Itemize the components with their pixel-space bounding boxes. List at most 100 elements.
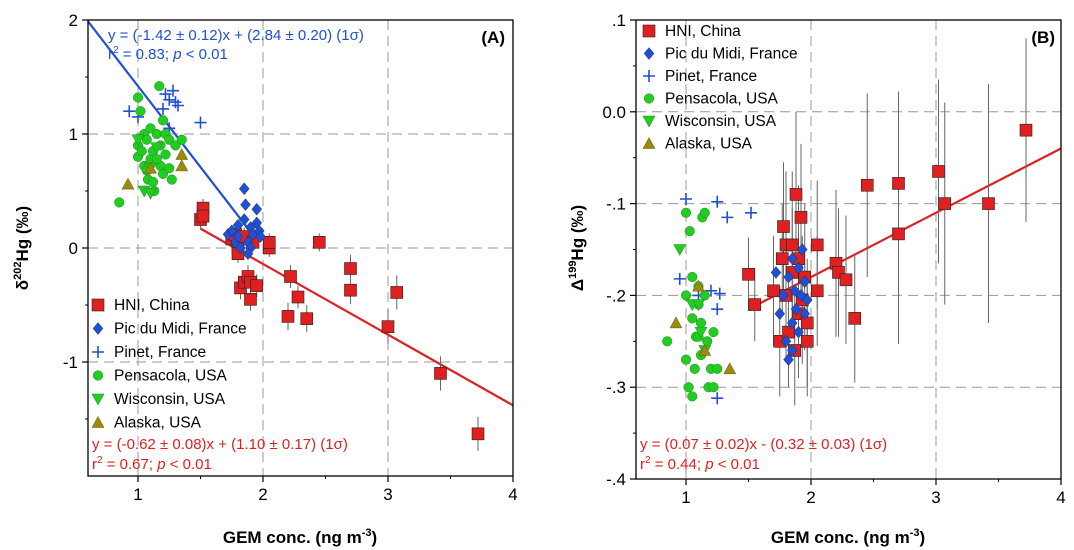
pinet-point: [721, 211, 734, 224]
panel-b-y-axis-label: Δ199Hg (‰): [567, 205, 587, 291]
pic-point: [793, 261, 804, 275]
panel-a-blue-equation: y = (-1.42 ± 0.12)x + (2.84 ± 0.20) (1σ): [108, 27, 364, 44]
y-tick-label: -.4: [606, 470, 626, 489]
panel-a-red-r2: r2 = 0.67; p < 0.01: [92, 455, 212, 473]
panel-b-legend: HNI, China Pic du Midi, France Pinet, Fran…: [642, 23, 798, 153]
y-tick-label: -.1: [606, 195, 626, 214]
pinet-point: [713, 287, 726, 300]
pensacola-point: [157, 115, 169, 126]
hni-point: [892, 177, 905, 190]
x-tick-label: 3: [931, 488, 940, 507]
panel-a-x-axis-label: GEM conc. (ng m-3): [223, 527, 377, 547]
pinet-point: [711, 195, 724, 208]
panel-b-ticks: 1 2 3 4 -.4 -.3 -.2 -.1 0.0 .1: [602, 11, 1065, 507]
x-tick-label: 1: [681, 488, 690, 507]
hni-point: [982, 197, 995, 210]
pic-point: [786, 316, 798, 330]
pinet-point: [705, 284, 717, 297]
pic-point: [783, 270, 794, 284]
pic-point: [226, 224, 238, 238]
alaska-point: [692, 279, 705, 292]
legend-label-wisconsin: Wisconsin, USA: [665, 113, 777, 130]
panel-b-frame: [635, 19, 1062, 480]
pic-point: [780, 334, 792, 348]
pic-point: [238, 182, 250, 196]
panel-a: 1 2 3 4 -1 0 1 2 (A) y = (-1.42 ± 0.12)x + (2.8…: [12, 11, 518, 547]
panel-a-points: [114, 81, 485, 441]
pensacola-point: [164, 134, 175, 145]
hni-point: [742, 267, 755, 281]
panel-b-points: [662, 123, 1033, 405]
pinet-point: [680, 193, 692, 206]
hni-point: [800, 316, 814, 330]
hni-point: [775, 252, 789, 265]
hni-point: [810, 284, 824, 298]
pic-point: [778, 289, 789, 302]
hni-point: [748, 298, 762, 311]
hni-point: [839, 273, 853, 287]
alaska-point: [698, 343, 712, 356]
legend-label-alaska: Alaska, USA: [665, 136, 753, 153]
wisconsin-point: [692, 299, 705, 312]
x-tick-label: 2: [258, 485, 267, 504]
pinet-point: [163, 93, 176, 106]
y-tick-label: 1: [69, 125, 78, 144]
pic-point: [793, 325, 804, 339]
pic-point: [255, 230, 266, 243]
pic-point: [240, 198, 251, 211]
pic-point: [783, 353, 794, 366]
hni-point: [344, 262, 357, 275]
y-tick-label: 0: [69, 239, 78, 258]
panel-b-red-equation: y = (0.07 ± 0.02)x - (0.32 ± 0.03) (1σ): [640, 436, 887, 453]
hni-point: [932, 165, 945, 178]
pinet-point: [711, 303, 724, 316]
wisconsin-legend-marker: [642, 115, 656, 128]
pensacola-point: [712, 363, 723, 374]
pensacola-point: [689, 363, 700, 374]
pic-legend-marker: [92, 322, 104, 335]
blue-fit-line: [87, 20, 258, 241]
pic-point: [790, 302, 802, 316]
hni-point: [390, 286, 404, 299]
hni-point: [767, 284, 780, 298]
pic-point: [801, 293, 813, 307]
panel-b-x-axis-label: GEM conc. (ng m-3): [771, 527, 925, 547]
alaska-legend-marker: [642, 136, 656, 149]
hni-point: [848, 312, 862, 325]
panel-b: 1 2 3 4 -.4 -.3 -.2 -.1 0.0 .1 (B) y = (0.07 ± 0.…: [567, 11, 1066, 547]
pensacola-point: [166, 174, 177, 185]
panel-a-blue-r2: r2 = 0.83; p < 0.01: [108, 45, 228, 63]
panel-b-red-r2: r2 = 0.44; p < 0.01: [640, 455, 760, 473]
y-tick-label: -.2: [606, 286, 626, 305]
hni-legend-marker: [642, 24, 656, 38]
alaska-point: [121, 177, 135, 190]
legend-label-wisconsin: Wisconsin, USA: [114, 391, 226, 408]
pinet-point: [194, 116, 207, 129]
pensacola-point: [687, 313, 698, 324]
hni-point: [892, 227, 905, 241]
pensacola-point: [680, 207, 692, 218]
wisconsin-point: [131, 134, 145, 147]
red-fit-line: [199, 227, 514, 407]
hni-point: [291, 290, 305, 304]
pinet-point: [167, 84, 179, 97]
pensacola-point: [683, 382, 694, 393]
panel-a-red-equation: y = (-0.62 ± 0.08)x + (1.10 ± 0.17) (1σ): [92, 436, 348, 453]
hni-point: [344, 283, 357, 297]
alaska-point: [144, 161, 157, 174]
x-tick-label: 1: [133, 485, 142, 504]
panel-a-legend: HNI, China Pic du Midi, France Pinet, Fran…: [91, 297, 247, 432]
pensacola-point: [680, 354, 692, 365]
pensacola-point: [687, 271, 698, 283]
pensacola-point: [662, 336, 673, 347]
pensacola-point: [151, 128, 162, 140]
pensacola-point: [157, 168, 169, 179]
pinet-point: [157, 102, 169, 115]
pensacola-point: [708, 327, 719, 338]
pensacola-point: [164, 163, 175, 174]
pinet-point: [673, 272, 686, 285]
wisconsin-legend-marker: [91, 393, 105, 406]
pensacola-point: [699, 290, 710, 301]
hni-point: [860, 178, 874, 192]
y-tick-label: -1: [63, 353, 78, 372]
